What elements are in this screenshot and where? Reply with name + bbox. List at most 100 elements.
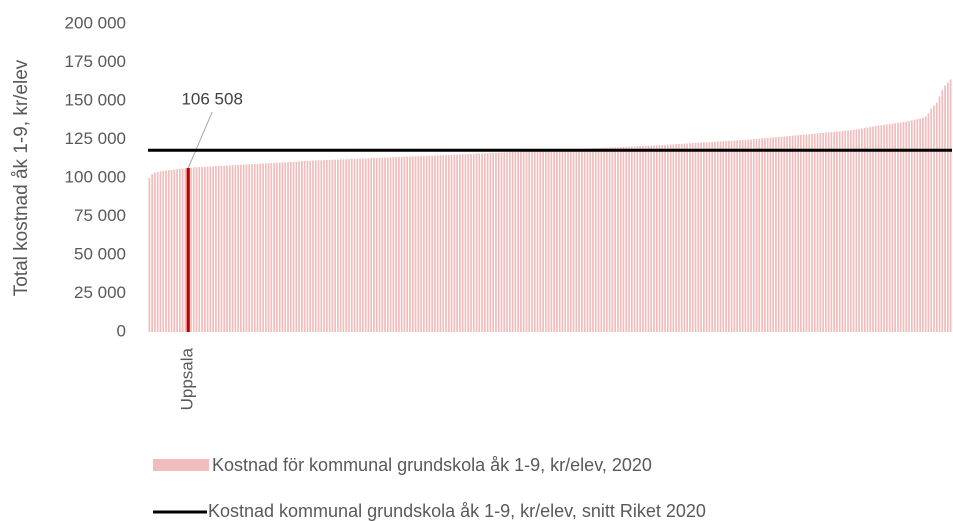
bar (935, 102, 938, 332)
bar (506, 152, 508, 332)
bar (403, 156, 406, 332)
bar (816, 133, 819, 332)
bar (176, 169, 178, 332)
y-tick-label: 50 000 (74, 244, 126, 263)
bar (592, 148, 594, 332)
y-tick-label: 175 000 (65, 52, 126, 71)
bar (423, 155, 425, 332)
bar (181, 168, 184, 332)
bar (605, 147, 608, 332)
bar (761, 138, 763, 332)
bar (281, 162, 284, 332)
bar (464, 154, 467, 332)
bar (705, 142, 708, 332)
bar (467, 154, 470, 332)
bar (234, 165, 237, 332)
bar (317, 160, 320, 332)
bar (581, 148, 583, 332)
bar (364, 158, 367, 332)
bar (666, 144, 669, 332)
bar (897, 122, 899, 332)
bar (414, 156, 417, 332)
bar (766, 137, 769, 332)
bar (941, 90, 944, 332)
bar (628, 146, 630, 332)
bar (539, 150, 542, 332)
bar (564, 149, 567, 332)
bar (777, 136, 780, 332)
bar (392, 157, 395, 332)
bar (689, 143, 691, 332)
bar (811, 133, 813, 332)
bar (436, 155, 439, 332)
bar (908, 121, 910, 333)
bar (775, 137, 777, 332)
bar (772, 137, 775, 332)
y-tick-label: 75 000 (74, 206, 126, 225)
bar (858, 128, 860, 332)
bar (345, 159, 348, 332)
bar (289, 161, 292, 332)
bar (348, 159, 350, 332)
bar (212, 166, 215, 332)
bar (725, 141, 727, 332)
bar (944, 85, 946, 332)
bar (825, 132, 827, 332)
bar (924, 116, 927, 333)
bar (711, 141, 714, 332)
bar (639, 146, 641, 332)
x-tick-label: Uppsala (178, 347, 197, 410)
bar (231, 165, 234, 332)
bar (833, 131, 836, 332)
bar (400, 156, 403, 332)
bar (228, 165, 231, 332)
bar (264, 163, 267, 332)
bar (384, 157, 386, 332)
bar (780, 136, 783, 332)
bar (719, 141, 722, 332)
bar (240, 164, 242, 332)
bar (930, 108, 933, 332)
bar (251, 164, 253, 332)
bar (786, 136, 788, 332)
bar (301, 161, 303, 332)
bar (910, 120, 913, 333)
bar (716, 141, 719, 332)
bar (752, 139, 755, 332)
bar (683, 143, 686, 332)
bar (520, 151, 522, 332)
bar (744, 139, 747, 332)
bar (813, 133, 816, 332)
bar (373, 157, 375, 332)
bar (594, 148, 597, 332)
bar (450, 154, 453, 332)
bar (303, 160, 306, 332)
bar (919, 118, 921, 332)
bar (794, 135, 797, 332)
bar (495, 152, 497, 332)
bar (847, 130, 849, 332)
bar (714, 141, 716, 332)
bar (270, 163, 273, 332)
bar (686, 143, 689, 332)
bar (470, 153, 472, 332)
bar (558, 149, 561, 332)
bar (525, 151, 528, 332)
bar (533, 151, 536, 332)
bar (877, 125, 880, 332)
bar (556, 149, 558, 332)
bar (514, 151, 517, 332)
bar (442, 155, 445, 332)
bar (456, 154, 458, 332)
bar (617, 147, 619, 332)
bar (226, 165, 228, 332)
bar (381, 157, 384, 332)
bar (350, 158, 353, 332)
bar (544, 150, 547, 332)
bar (733, 140, 736, 332)
bar (769, 137, 772, 332)
bar (678, 143, 680, 332)
bar (198, 167, 201, 332)
bar (589, 148, 592, 332)
bar (680, 143, 683, 332)
